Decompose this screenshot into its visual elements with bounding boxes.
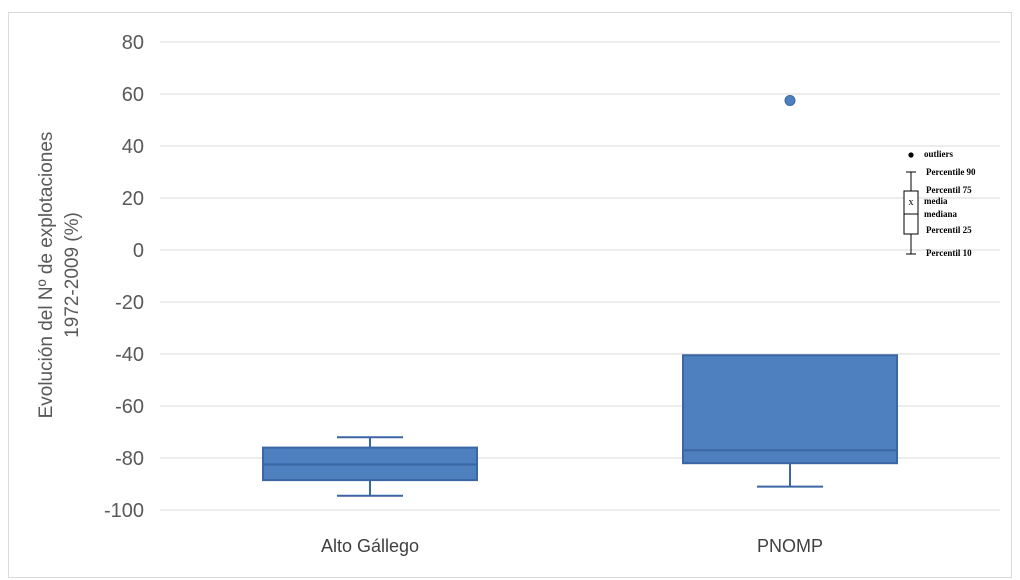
legend-media-label: media xyxy=(924,196,948,206)
legend-outlier-dot xyxy=(908,152,914,158)
outlier-point xyxy=(784,95,796,106)
y-tick-label: -40 xyxy=(115,344,144,366)
legend: outliers Percentile 90 x Percentil 75 me… xyxy=(903,149,976,258)
y-axis-title-line-1: Evolución del Nº de explotaciones xyxy=(36,132,57,419)
legend-p25-label: Percentil 25 xyxy=(926,225,972,235)
y-tick-label: 40 xyxy=(122,136,144,158)
legend-mediana-label: mediana xyxy=(924,209,958,219)
legend-p90-label: Percentile 90 xyxy=(926,167,976,177)
y-tick-label: 60 xyxy=(122,84,144,106)
box-alto-gallego xyxy=(262,436,478,497)
y-tick-label: -80 xyxy=(115,448,144,470)
legend-p75-label: Percentil 75 xyxy=(926,185,972,195)
y-tick-label: -20 xyxy=(115,292,144,314)
y-tick-label: 0 xyxy=(133,240,144,262)
y-tick-label: -100 xyxy=(104,500,144,522)
x-axis-labels: Alto Gállego PNOMP xyxy=(321,536,823,556)
box-pnomp xyxy=(682,95,898,488)
legend-p10-label: Percentil 10 xyxy=(926,248,972,258)
y-axis-ticks: 80 60 40 20 0 -20 -40 -60 -80 -100 xyxy=(104,32,144,522)
x-category-label: PNOMP xyxy=(757,536,823,556)
y-tick-label: -60 xyxy=(115,396,144,418)
chart-frame xyxy=(8,12,1012,578)
legend-outliers-label: outliers xyxy=(924,149,953,159)
y-axis-title-line-2: 1972-2009 (%) xyxy=(62,212,83,338)
y-axis-title: Evolución del Nº de explotaciones 1972-2… xyxy=(36,132,83,419)
y-tick-label: 20 xyxy=(122,188,144,210)
box-iqr xyxy=(682,354,898,465)
x-category-label: Alto Gállego xyxy=(321,536,419,556)
y-tick-label: 80 xyxy=(122,32,144,54)
boxes xyxy=(262,95,898,497)
legend-mean-symbol: x xyxy=(909,197,914,208)
